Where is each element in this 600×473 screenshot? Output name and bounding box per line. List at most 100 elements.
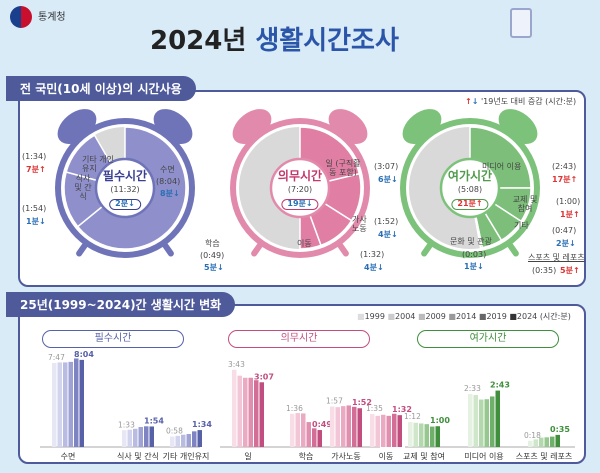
section2-title: 25년(1999~2024)간 생활시간 변화 [6,292,236,317]
legend-item: ■2014 [448,312,479,321]
first-value-label: 2:33 [464,384,481,393]
social-change: 1분↑ [560,210,580,219]
bar [144,426,149,447]
category-label: 기타 개인유지 [163,451,210,461]
bar [74,358,79,447]
bar [237,375,242,447]
bar [138,427,143,447]
social-time: (1:00) [556,197,581,206]
category-label: 식사 및 간식 [117,451,159,461]
bar [306,422,311,447]
commute-label: 이동 [297,239,312,248]
bar [197,430,202,447]
bar [335,407,340,447]
bar [301,413,306,447]
bar [386,415,391,447]
bar [555,434,560,447]
first-value-label: 0:58 [166,427,183,436]
sports-time: (0:35) [532,266,557,275]
meal-label: 식사 및 간식 [74,174,92,201]
clock1-total: (11:32) [110,185,140,194]
first-value-label: 1:36 [286,404,303,413]
bar [181,434,186,447]
work-label: 일 (구직활동 포함) [325,159,361,177]
last-value-label: 8:04 [74,350,94,359]
last-value-label: 1:54 [144,416,164,425]
bar [170,436,175,447]
work-time: (3:07) [374,162,399,171]
bar [375,415,380,447]
title-main: 생활시간조사 [255,26,399,56]
housework-change: 4분↓ [378,230,398,239]
bar [259,382,264,447]
category-label: 미디어 이용 [464,451,503,461]
bar [68,361,73,447]
bar [192,431,197,447]
other-leisure-change: 2분↓ [556,239,576,248]
bar [122,430,127,447]
bar [490,396,495,447]
logo [10,6,32,28]
bar [63,362,68,447]
last-value-label: 1:00 [430,416,450,425]
clocks [55,109,540,258]
legend-item: ■2004 [387,312,418,321]
sports-change: 5분↑ [560,266,580,275]
bar [370,414,375,447]
study-label: 학습 [205,239,220,248]
bar [243,377,248,447]
clock2-change: 19분↓ [281,199,319,210]
first-value-label: 7:47 [48,353,65,362]
last-value-label: 1:52 [352,398,372,407]
bar [550,436,555,447]
category-label: 가사노동 [331,452,360,461]
bar [127,429,132,447]
title-year: 2024년 [150,26,247,56]
other-leisure-time: (0:47) [552,226,577,235]
bar [539,437,544,447]
commute-time: (1:32) [360,250,385,259]
bar [186,434,191,447]
last-value-label: 0:49 [312,420,332,429]
bar [544,437,549,447]
first-value-label: 3:43 [228,360,245,369]
bar [413,422,418,447]
bar [533,439,538,447]
up-arrow-icon: ↑ [465,97,472,106]
bar [430,426,435,447]
first-value-label: 1:35 [366,404,383,413]
bar [381,414,386,447]
org-name: 통계청 [38,12,66,23]
other-leisure-label: 기타 [514,221,529,230]
sleep-time: (8:04) [156,177,181,186]
bar [346,405,351,447]
clock3-change: 21분↑ [451,199,489,210]
category-label: 스포츠 및 레포츠 [516,451,573,461]
culture-change: 1분↓ [464,262,484,271]
media-label: 미디어 이용 [482,162,522,171]
bar [295,413,300,447]
sports-label: 스포츠 및 레포츠 [528,253,585,262]
legend-item: ■2009 [417,312,449,321]
study-time: (0:49) [200,251,225,260]
personal-care-time: (1:34) [22,152,47,161]
legend-item: ■2019 [478,312,510,321]
bar [57,362,62,447]
last-value-label: 1:34 [192,420,212,429]
bar [79,359,84,447]
meal-change: 1분↓ [26,217,46,226]
meal-time: (1:54) [22,204,47,213]
bar [341,406,346,447]
category-label: 이동 [379,451,394,461]
bar [528,440,533,447]
group-title-essential: 필수시간 [42,330,184,348]
section1-title: 전 국민(10세 이상)의 시간사용 [6,76,196,101]
clock3-total: (5:08) [457,185,483,194]
category-label: 교제 및 참여 [403,451,445,461]
study-change: 5분↓ [204,263,224,272]
change-legend: ↑↓ '19년도 대비 증감 (시간:분) [465,97,577,106]
media-time: (2:43) [552,162,577,171]
down-arrow-icon: ↓ [471,97,479,106]
bar [484,399,489,447]
first-value-label: 1:12 [404,412,421,421]
